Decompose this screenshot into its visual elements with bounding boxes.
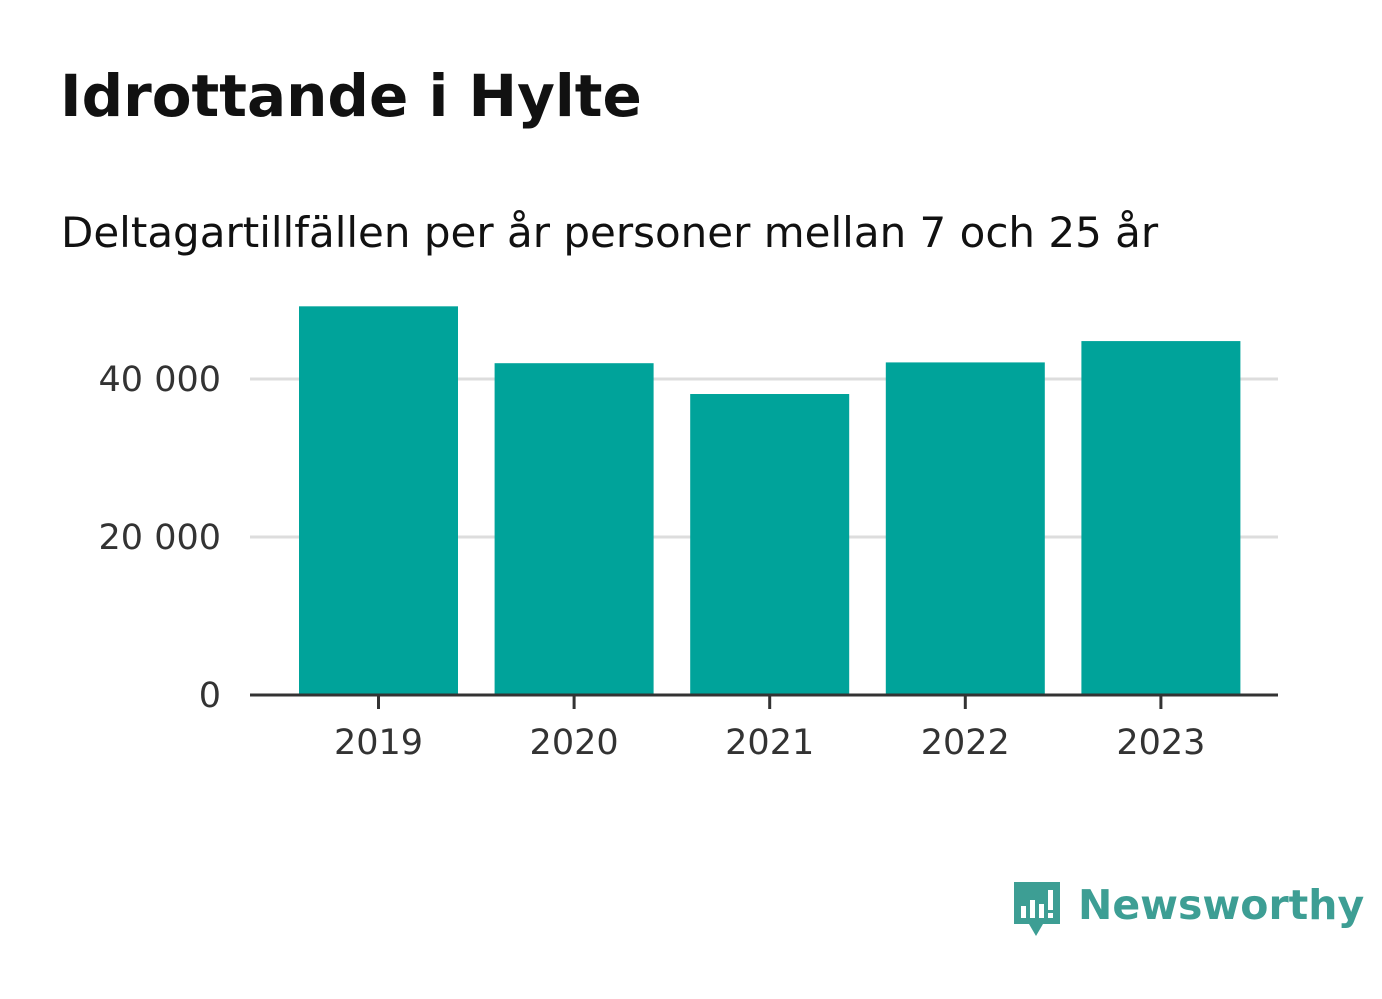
newsworthy-logo-icon: [1014, 882, 1060, 936]
chart-title: Idrottande i Hylte: [60, 62, 642, 130]
bar-2022: [885, 362, 1045, 695]
chart-subtitle: Deltagartillfällen per år personer mella…: [61, 208, 1159, 257]
bar-2021: [690, 394, 850, 695]
x-tick-label: 2020: [530, 723, 619, 763]
x-tick-label: 2023: [1116, 723, 1205, 763]
x-tick-label: 2019: [334, 723, 423, 763]
brand-logo: Newsworthy: [1010, 878, 1364, 940]
y-tick-label: 20 000: [99, 518, 221, 558]
y-tick-label: 40 000: [99, 360, 221, 400]
bar-2023: [1081, 341, 1241, 695]
y-tick-label: 0: [199, 676, 221, 716]
bars: [299, 306, 1241, 695]
x-tick-label: 2022: [921, 723, 1010, 763]
axes: 0 20 000 40 000 2019 2020 2021 2022 2023: [99, 360, 1278, 763]
bar-2019: [299, 306, 458, 695]
brand-name: Newsworthy: [1078, 881, 1365, 929]
bar-2020: [494, 363, 654, 695]
x-tick-label: 2021: [725, 723, 814, 763]
